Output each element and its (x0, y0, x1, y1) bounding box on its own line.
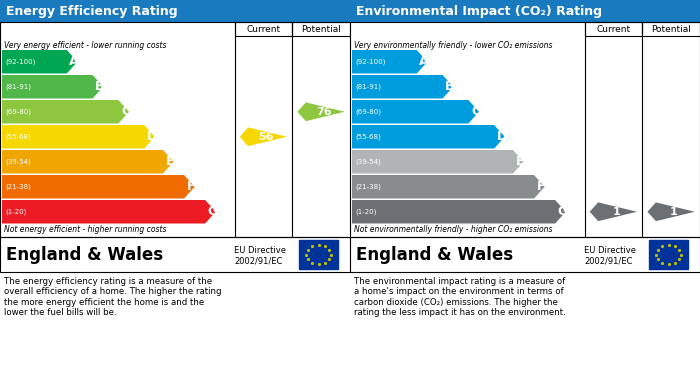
Text: (92-100): (92-100) (5, 59, 36, 65)
Text: (81-91): (81-91) (5, 84, 31, 90)
Text: D: D (496, 130, 507, 143)
Text: (69-80): (69-80) (5, 108, 31, 115)
Text: (21-38): (21-38) (355, 183, 381, 190)
Bar (643, 22, 700, 36)
Text: Not energy efficient - higher running costs: Not energy efficient - higher running co… (4, 226, 167, 235)
Text: 2002/91/EC: 2002/91/EC (234, 256, 283, 265)
Polygon shape (2, 75, 103, 99)
Bar (350, 237, 700, 272)
Text: England & Wales: England & Wales (6, 246, 163, 264)
Text: EU Directive: EU Directive (234, 246, 286, 255)
Text: 1: 1 (612, 207, 620, 217)
Text: (21-38): (21-38) (5, 183, 31, 190)
Bar (350, 0, 700, 22)
Text: Not environmentally friendly - higher CO₂ emissions: Not environmentally friendly - higher CO… (354, 226, 552, 235)
Polygon shape (352, 200, 566, 224)
Bar (300, 240, 337, 269)
Text: (55-68): (55-68) (355, 133, 381, 140)
Text: Very environmentally friendly - lower CO₂ emissions: Very environmentally friendly - lower CO… (354, 41, 552, 50)
Text: The energy efficiency rating is a measure of the
overall efficiency of a home. T: The energy efficiency rating is a measur… (4, 277, 221, 317)
Text: Current: Current (596, 25, 631, 34)
Bar (0, 0, 350, 22)
Text: (39-54): (39-54) (355, 158, 381, 165)
Text: 1: 1 (670, 207, 678, 217)
Text: D: D (146, 130, 157, 143)
Text: (1-20): (1-20) (355, 208, 377, 215)
Text: (39-54): (39-54) (5, 158, 31, 165)
Bar (650, 240, 687, 269)
Text: (55-68): (55-68) (5, 133, 31, 140)
Text: (81-91): (81-91) (355, 84, 381, 90)
Polygon shape (352, 175, 545, 199)
Text: Potential: Potential (301, 25, 341, 34)
Polygon shape (352, 100, 479, 124)
Polygon shape (589, 203, 637, 221)
Polygon shape (352, 125, 505, 149)
Polygon shape (2, 125, 155, 149)
Text: 2002/91/EC: 2002/91/EC (584, 256, 633, 265)
Text: F: F (537, 180, 546, 193)
Text: G: G (557, 205, 568, 218)
Text: 76: 76 (316, 107, 332, 117)
Text: F: F (187, 180, 196, 193)
Polygon shape (352, 50, 428, 74)
Text: B: B (95, 80, 105, 93)
Bar (350, 22, 700, 237)
Text: EU Directive: EU Directive (584, 246, 636, 255)
Bar (0, 237, 350, 272)
Text: Energy Efficiency Rating: Energy Efficiency Rating (6, 5, 178, 18)
Polygon shape (2, 200, 216, 224)
Text: 56: 56 (258, 132, 274, 142)
Text: Environmental Impact (CO₂) Rating: Environmental Impact (CO₂) Rating (356, 5, 602, 18)
Bar (293, 22, 350, 36)
Polygon shape (2, 175, 195, 199)
Polygon shape (2, 50, 78, 74)
Bar (0, 22, 350, 237)
Text: C: C (121, 105, 130, 118)
Polygon shape (352, 150, 524, 174)
Text: (92-100): (92-100) (355, 59, 386, 65)
Text: England & Wales: England & Wales (356, 246, 513, 264)
Polygon shape (2, 150, 174, 174)
Bar (584, 22, 643, 36)
Text: E: E (516, 155, 524, 168)
Polygon shape (2, 100, 129, 124)
Text: Potential: Potential (651, 25, 691, 34)
Text: (1-20): (1-20) (5, 208, 27, 215)
Text: Current: Current (246, 25, 281, 34)
Text: E: E (166, 155, 174, 168)
Polygon shape (648, 203, 695, 221)
Polygon shape (352, 75, 453, 99)
Text: C: C (471, 105, 480, 118)
Text: The environmental impact rating is a measure of
a home's impact on the environme: The environmental impact rating is a mea… (354, 277, 566, 317)
Text: A: A (419, 55, 429, 68)
Text: (69-80): (69-80) (355, 108, 381, 115)
Text: B: B (445, 80, 455, 93)
Polygon shape (298, 102, 345, 121)
Text: G: G (207, 205, 218, 218)
Polygon shape (239, 127, 287, 146)
Bar (234, 22, 293, 36)
Text: A: A (69, 55, 79, 68)
Text: Very energy efficient - lower running costs: Very energy efficient - lower running co… (4, 41, 167, 50)
